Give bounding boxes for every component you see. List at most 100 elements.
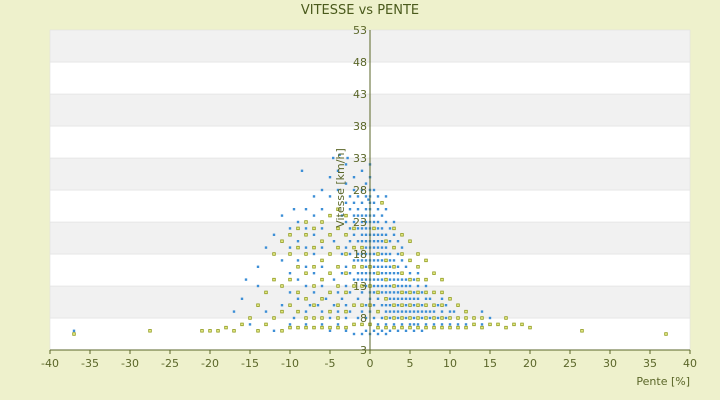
data-point xyxy=(344,182,348,185)
data-point xyxy=(396,291,400,294)
x-tick-label: -35 xyxy=(81,357,99,370)
data-point xyxy=(304,297,308,301)
data-point xyxy=(344,316,348,320)
data-point xyxy=(372,214,376,217)
data-point xyxy=(384,239,388,243)
data-point xyxy=(444,304,448,307)
data-point xyxy=(372,252,376,256)
data-point xyxy=(496,322,500,327)
data-point xyxy=(396,240,400,243)
data-point xyxy=(412,310,416,313)
data-point xyxy=(336,245,340,250)
data-point xyxy=(384,291,388,294)
data-point xyxy=(392,233,396,236)
data-point xyxy=(364,304,368,307)
data-point xyxy=(384,272,388,275)
data-point xyxy=(320,258,324,263)
data-point xyxy=(404,316,408,320)
data-point xyxy=(288,277,292,282)
data-point xyxy=(376,278,380,281)
data-point xyxy=(280,259,284,262)
data-point xyxy=(504,316,508,320)
data-point xyxy=(348,195,352,198)
data-point xyxy=(280,329,284,333)
data-point xyxy=(372,272,376,275)
data-point xyxy=(404,278,408,281)
data-point xyxy=(408,284,412,288)
data-point xyxy=(400,233,404,237)
data-point xyxy=(400,297,404,300)
data-point xyxy=(396,329,400,332)
data-point xyxy=(364,329,368,332)
data-point xyxy=(380,259,384,262)
data-point xyxy=(412,304,416,307)
data-point xyxy=(372,329,376,332)
data-point xyxy=(336,310,340,313)
data-point xyxy=(420,316,424,320)
data-point xyxy=(356,259,360,262)
data-point xyxy=(388,272,392,275)
data-point xyxy=(338,153,341,156)
data-point xyxy=(384,265,388,268)
data-point xyxy=(380,304,384,307)
data-point xyxy=(432,303,436,307)
data-point xyxy=(248,316,252,320)
data-point xyxy=(360,233,364,236)
data-point xyxy=(388,304,392,307)
data-point xyxy=(504,325,508,330)
data-point xyxy=(360,240,364,243)
data-point xyxy=(396,304,400,307)
data-point xyxy=(364,278,368,281)
data-point xyxy=(308,304,312,307)
data-point xyxy=(240,322,244,327)
data-point xyxy=(440,277,444,282)
data-point xyxy=(400,259,404,262)
data-point xyxy=(336,303,340,307)
data-point xyxy=(388,316,392,320)
data-point xyxy=(312,291,316,294)
data-point xyxy=(384,310,388,313)
data-point xyxy=(380,252,384,256)
data-point xyxy=(312,316,316,320)
y-tick-label: 28 xyxy=(353,184,367,197)
data-point xyxy=(376,271,380,275)
x-tick-label: 35 xyxy=(643,357,657,370)
data-point xyxy=(400,325,404,330)
data-point xyxy=(356,316,360,320)
data-point xyxy=(404,265,408,268)
data-point xyxy=(312,303,316,307)
data-point xyxy=(384,258,388,263)
data-point xyxy=(408,272,412,275)
data-point xyxy=(356,297,360,300)
data-point xyxy=(408,310,412,313)
data-point xyxy=(400,252,404,256)
data-point xyxy=(264,310,268,313)
data-point xyxy=(424,316,428,320)
data-point xyxy=(384,233,388,236)
data-point xyxy=(480,323,484,326)
data-point xyxy=(392,245,396,250)
data-point xyxy=(248,323,252,326)
data-point xyxy=(364,182,368,185)
data-point xyxy=(336,325,340,330)
data-point xyxy=(336,207,340,211)
data-point xyxy=(388,240,392,243)
data-point xyxy=(416,316,420,320)
data-point xyxy=(388,284,392,288)
data-point xyxy=(384,284,388,288)
data-point xyxy=(364,252,368,256)
data-point xyxy=(336,316,340,320)
data-point xyxy=(344,290,348,295)
data-point xyxy=(344,284,348,288)
data-point xyxy=(440,297,444,300)
data-point xyxy=(424,297,428,300)
data-point xyxy=(348,291,352,294)
data-point xyxy=(488,316,492,320)
data-point xyxy=(328,252,332,256)
data-point xyxy=(416,284,420,288)
data-point xyxy=(380,246,384,249)
data-point xyxy=(340,252,344,256)
data-point xyxy=(480,316,484,320)
